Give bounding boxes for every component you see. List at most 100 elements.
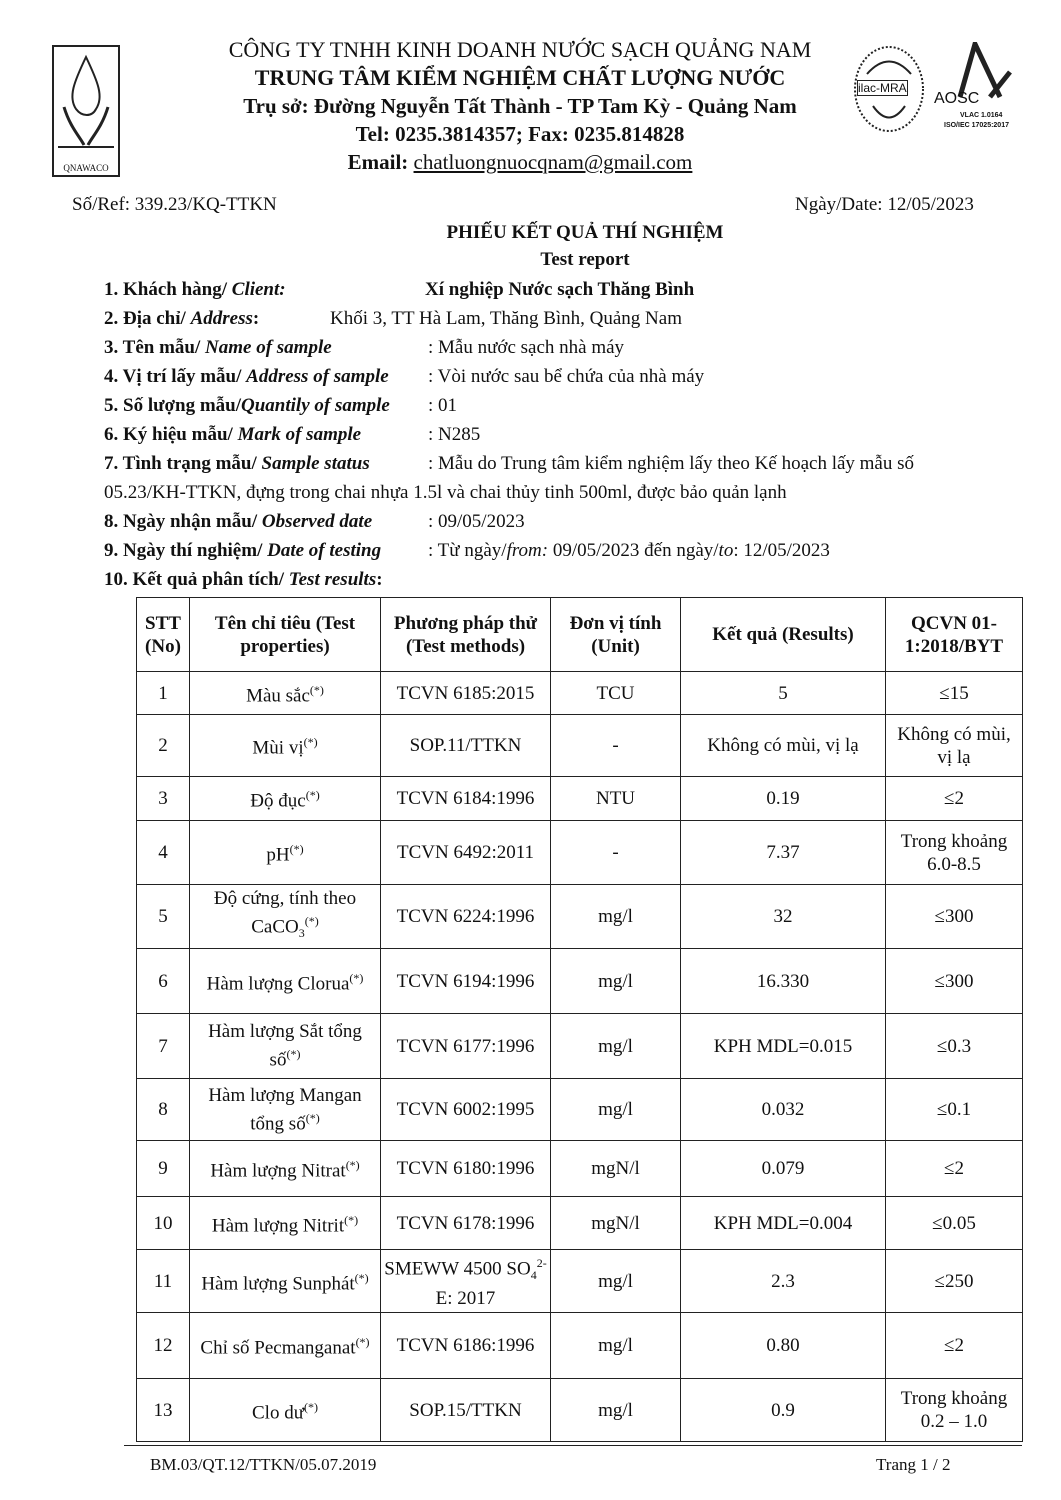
cell-unit: mg/l bbox=[550, 1378, 681, 1443]
cell-unit: mg/l bbox=[550, 1078, 681, 1141]
company-phone: Tel: 0235.3814357; Fax: 0235.814828 bbox=[355, 122, 685, 146]
email-link[interactable]: chatluongnuocqnam@gmail.com bbox=[413, 150, 693, 174]
cell-result: 0.80 bbox=[680, 1312, 886, 1380]
cell-limit: Không có mùi, vị lạ bbox=[885, 714, 1023, 777]
cell-unit: TCU bbox=[550, 671, 681, 715]
info-line: 7. Tình trạng mẫu/ Sample status bbox=[104, 453, 370, 474]
cell-method: TCVN 6184:1996 bbox=[380, 776, 551, 821]
ilac-mra-logo: ilac-MRA bbox=[853, 44, 925, 134]
cell-limit: ≤15 bbox=[885, 671, 1023, 715]
cell-no: 7 bbox=[136, 1013, 190, 1079]
cell-unit: mg/l bbox=[550, 884, 681, 949]
cell-unit: - bbox=[550, 820, 681, 885]
cell-property: Độ đục(*) bbox=[189, 776, 381, 821]
header-standard: QCVN 01-1:2018/BYT bbox=[885, 597, 1023, 672]
cell-property: Hàm lượng Clorua(*) bbox=[189, 948, 381, 1014]
info-value: : Mẫu nước sạch nhà máy bbox=[428, 337, 625, 358]
cell-unit: mg/l bbox=[550, 1248, 681, 1314]
cell-no: 2 bbox=[136, 714, 190, 777]
cell-result: KPH MDL=0.004 bbox=[680, 1196, 886, 1250]
cell-unit: mg/l bbox=[550, 1312, 681, 1380]
table-row: 8 Hàm lượng Mangan tổng số(*) TCVN 6002:… bbox=[136, 1078, 1023, 1141]
cell-result: 0.079 bbox=[680, 1140, 886, 1197]
info-line: 1. Khách hàng/ Client: bbox=[104, 279, 286, 300]
cell-result: 32 bbox=[680, 884, 886, 949]
cell-method: SMEWW 4500 SO42- E: 2017 bbox=[380, 1248, 551, 1314]
cell-no: 5 bbox=[136, 884, 190, 949]
cell-method: SOP.15/TTKN bbox=[380, 1378, 551, 1443]
info-value: : 09/05/2023 bbox=[428, 511, 525, 532]
info-value: : Vòi nước sau bể chứa của nhà máy bbox=[428, 366, 705, 387]
cell-no: 8 bbox=[136, 1078, 190, 1141]
cell-limit: ≤2 bbox=[885, 776, 1023, 821]
report-subtitle: Test report bbox=[540, 249, 630, 270]
cell-result: 16.330 bbox=[680, 948, 886, 1014]
header-no: STT (No) bbox=[136, 597, 190, 672]
cell-property: Hàm lượng Nitrit(*) bbox=[189, 1196, 381, 1250]
cell-no: 13 bbox=[136, 1378, 190, 1443]
info-value: : Từ ngày/from: 09/05/2023 đến ngày/to: … bbox=[428, 540, 830, 561]
qnawaco-logo: QNAWACO bbox=[52, 45, 120, 177]
cell-no: 9 bbox=[136, 1140, 190, 1197]
cell-limit: ≤2 bbox=[885, 1140, 1023, 1197]
cell-limit: ≤250 bbox=[885, 1248, 1023, 1314]
table-row: 4 pH(*) TCVN 6492:2011 - 7.37 Trong khoả… bbox=[136, 820, 1023, 885]
page-number: Trang 1 / 2 bbox=[876, 1455, 951, 1474]
cell-no: 6 bbox=[136, 948, 190, 1014]
info-line: 10. Kết quả phân tích/ Test results: bbox=[104, 569, 383, 590]
cell-limit: ≤300 bbox=[885, 884, 1023, 949]
info-value: : N285 bbox=[428, 424, 481, 445]
cell-result: 0.032 bbox=[680, 1078, 886, 1141]
info-value: : Mẫu do Trung tâm kiểm nghiệm lấy theo … bbox=[428, 453, 915, 474]
cell-method: TCVN 6180:1996 bbox=[380, 1140, 551, 1197]
table-header-row: STT (No) Tên chỉ tiêu (Test properties) … bbox=[136, 597, 1023, 672]
cell-no: 12 bbox=[136, 1312, 190, 1380]
cell-unit: NTU bbox=[550, 776, 681, 821]
cell-limit: ≤0.1 bbox=[885, 1078, 1023, 1141]
table-row: 12 Chỉ số Pecmanganat(*) TCVN 6186:1996 … bbox=[136, 1312, 1023, 1380]
cell-result: Không có mùi, vị lạ bbox=[680, 714, 886, 777]
report-title: PHIẾU KẾT QUẢ THÍ NGHIỆM bbox=[446, 222, 724, 243]
info-value-continued: 05.23/KH-TTKN, đựng trong chai nhựa 1.5l… bbox=[104, 482, 787, 503]
info-value: Khối 3, TT Hà Lam, Thăng Bình, Quảng Nam bbox=[330, 308, 682, 329]
cell-result: 2.3 bbox=[680, 1248, 886, 1314]
table-row: 9 Hàm lượng Nitrat(*) TCVN 6180:1996 mgN… bbox=[136, 1140, 1023, 1197]
cell-property: Màu sắc(*) bbox=[189, 671, 381, 715]
cell-no: 10 bbox=[136, 1196, 190, 1250]
info-line: 2. Địa chỉ/ Address: bbox=[104, 308, 260, 329]
report-date: Ngày/Date: 12/05/2023 bbox=[795, 194, 974, 215]
cell-limit: ≤0.05 bbox=[885, 1196, 1023, 1250]
cell-method: TCVN 6178:1996 bbox=[380, 1196, 551, 1250]
info-line: 4. Vị trí lấy mẫu/ Address of sample bbox=[104, 366, 389, 387]
info-value: : 01 bbox=[428, 395, 458, 416]
table-row: 3 Độ đục(*) TCVN 6184:1996 NTU 0.19 ≤2 bbox=[136, 776, 1023, 821]
cell-no: 1 bbox=[136, 671, 190, 715]
table-row: 1 Màu sắc(*) TCVN 6185:2015 TCU 5 ≤15 bbox=[136, 671, 1023, 715]
reference-number: Số/Ref: 339.23/KQ-TTKN bbox=[72, 194, 277, 215]
cell-method: TCVN 6492:2011 bbox=[380, 820, 551, 885]
cell-no: 4 bbox=[136, 820, 190, 885]
cell-property: Độ cứng, tính theo CaCO3(*) bbox=[189, 884, 381, 949]
cell-property: pH(*) bbox=[189, 820, 381, 885]
cell-property: Hàm lượng Nitrat(*) bbox=[189, 1140, 381, 1197]
cell-property: Hàm lượng Mangan tổng số(*) bbox=[189, 1078, 381, 1141]
table-row: 10 Hàm lượng Nitrit(*) TCVN 6178:1996 mg… bbox=[136, 1196, 1023, 1250]
company-name: CÔNG TY TNHH KINH DOANH NƯỚC SẠCH QUẢNG … bbox=[228, 37, 812, 62]
cell-method: TCVN 6177:1996 bbox=[380, 1013, 551, 1079]
cell-property: Hàm lượng Sunphát(*) bbox=[189, 1248, 381, 1314]
cell-property: Chỉ số Pecmanganat(*) bbox=[189, 1312, 381, 1380]
cell-result: 0.9 bbox=[680, 1378, 886, 1443]
test-results-table: STT (No) Tên chỉ tiêu (Test properties) … bbox=[136, 597, 1023, 1443]
company-email-line: Email: chatluongnuocqnam@gmail.com bbox=[347, 150, 693, 174]
cell-method: SOP.11/TTKN bbox=[380, 714, 551, 777]
company-address: Trụ sở: Đường Nguyễn Tất Thành - TP Tam … bbox=[243, 94, 797, 118]
cell-no: 3 bbox=[136, 776, 190, 821]
table-row: 5 Độ cứng, tính theo CaCO3(*) TCVN 6224:… bbox=[136, 884, 1023, 949]
cell-unit: mg/l bbox=[550, 948, 681, 1014]
cell-limit: ≤2 bbox=[885, 1312, 1023, 1380]
header-results: Kết quả (Results) bbox=[680, 597, 886, 672]
footer-divider bbox=[124, 1445, 1022, 1446]
table-row: 11 Hàm lượng Sunphát(*) SMEWW 4500 SO42-… bbox=[136, 1248, 1023, 1314]
center-name: TRUNG TÂM KIỂM NGHIỆM CHẤT LƯỢNG NƯỚC bbox=[254, 65, 786, 90]
